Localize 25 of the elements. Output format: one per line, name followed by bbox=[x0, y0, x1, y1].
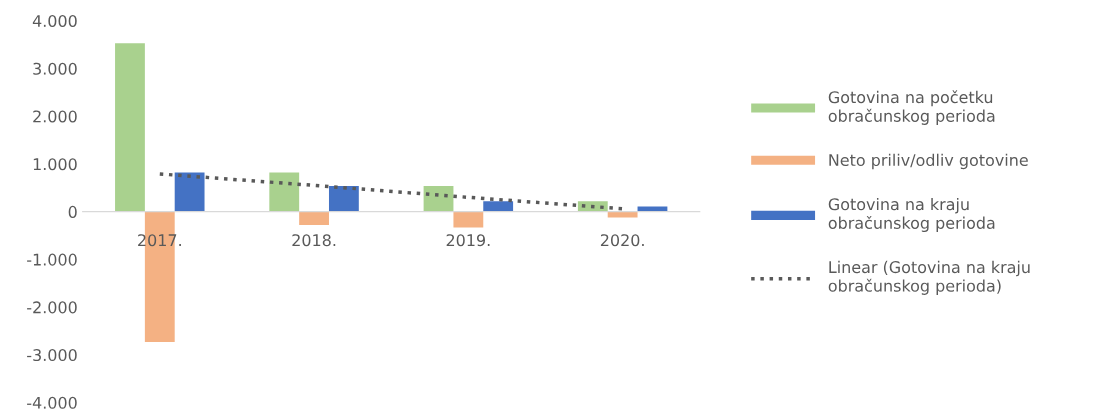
bar bbox=[269, 172, 300, 212]
y-tick-label: 3.000 bbox=[33, 62, 77, 75]
bar bbox=[174, 172, 205, 212]
bar bbox=[637, 206, 668, 212]
y-tick-label: 1.000 bbox=[33, 158, 77, 171]
y-tick-label: -2.000 bbox=[27, 301, 77, 314]
bar bbox=[483, 201, 514, 212]
y-tick-label: -3.000 bbox=[27, 349, 77, 362]
x-tick-label: 2018. bbox=[292, 234, 336, 247]
bar bbox=[115, 43, 145, 212]
y-tick-label: 0 bbox=[68, 205, 77, 218]
y-tick-label: -4.000 bbox=[27, 396, 77, 409]
bar bbox=[299, 211, 329, 226]
legend-label: Linear (Gotovina na kraju obračunskog perioda) bbox=[828, 260, 1030, 295]
bar bbox=[453, 211, 484, 228]
bar bbox=[328, 185, 359, 212]
line-series bbox=[158, 172, 625, 211]
y-tick-label: 2.000 bbox=[33, 110, 77, 123]
legend-label: Gotovina na početku obračunskog perioda bbox=[828, 90, 995, 125]
y-tick-label: -1.000 bbox=[27, 253, 77, 266]
legend-label: Neto priliv/odliv gotovine bbox=[829, 153, 1028, 170]
y-tick-label: 4.000 bbox=[32, 14, 77, 28]
legend-label: Gotovina na kraju obračunskog perioda bbox=[828, 197, 995, 233]
x-tick-label: 2020. bbox=[600, 234, 644, 247]
x-tick-label: 2019. bbox=[446, 234, 490, 247]
